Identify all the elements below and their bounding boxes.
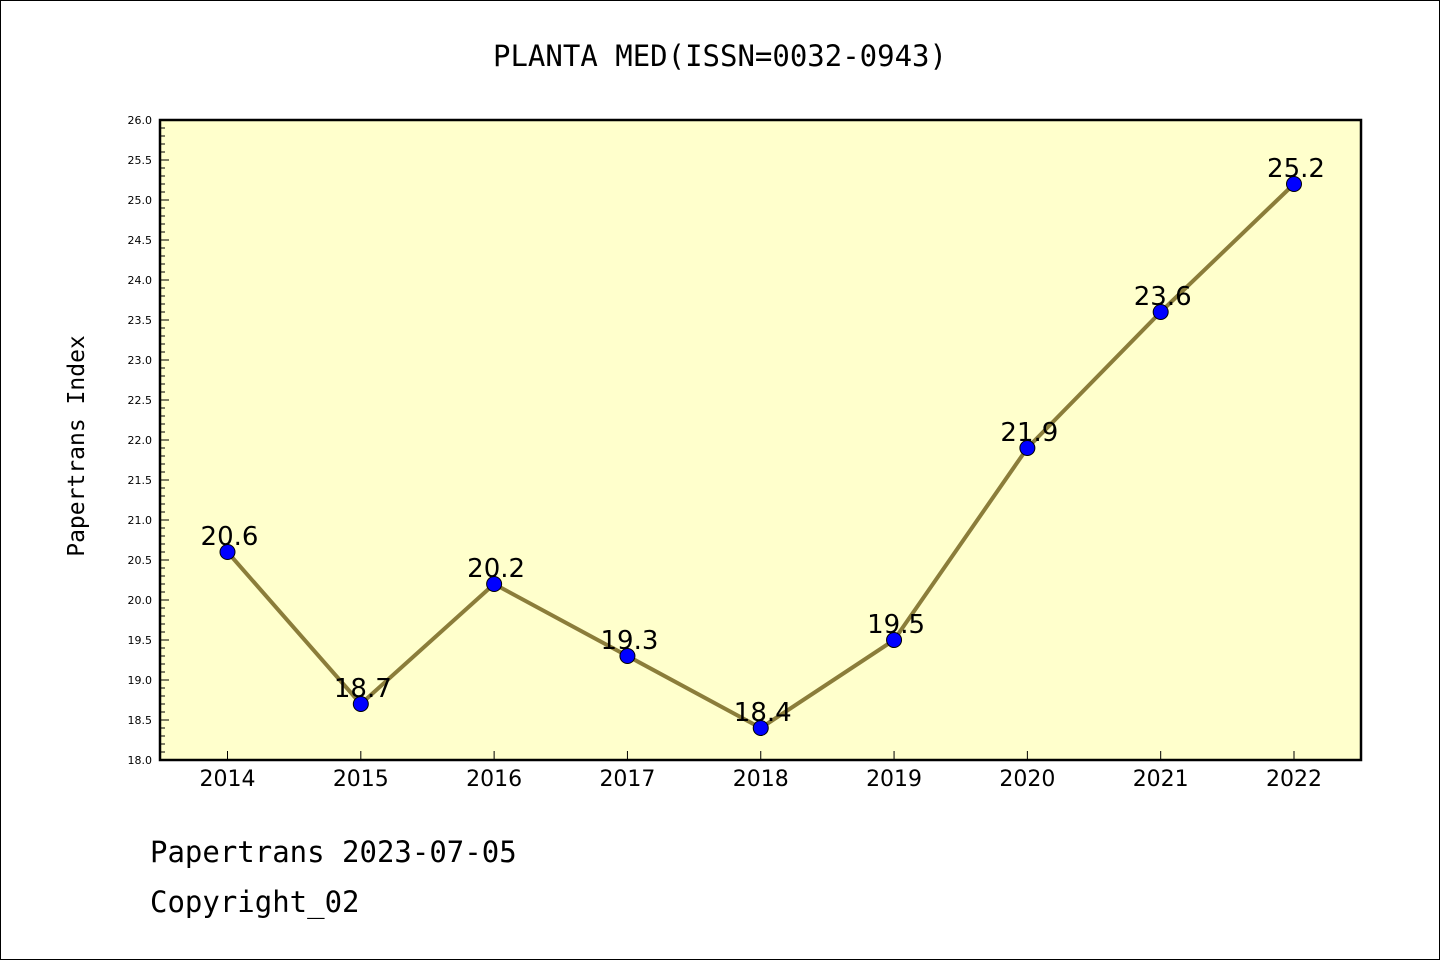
data-label: 18.4: [734, 698, 792, 728]
data-point: [219, 544, 236, 560]
data-label: 19.5: [867, 610, 925, 640]
data-point: [352, 696, 369, 712]
series-line-group: [219, 176, 1302, 736]
y-tick-label: 21.5: [128, 474, 153, 487]
y-tick-label: 21.0: [128, 514, 153, 527]
y-tick-label: 25.5: [128, 154, 153, 167]
footer-copyright: Copyright_02: [150, 885, 360, 919]
y-tick-label: 18.5: [128, 714, 153, 727]
y-tick-label: 22.5: [128, 394, 153, 407]
x-tick-label: 2019: [866, 767, 922, 792]
x-tick-label: 2021: [1133, 767, 1189, 792]
y-tick-label: 24.0: [128, 274, 153, 287]
data-label: 20.6: [201, 522, 259, 552]
x-tick-label: 2015: [333, 767, 389, 792]
y-tick-label: 19.5: [128, 634, 153, 647]
y-tick-label: 24.5: [128, 234, 153, 247]
x-tick-label: 2018: [733, 767, 789, 792]
y-tick-label: 25.0: [128, 194, 153, 207]
y-tick-label: 23.0: [128, 354, 153, 367]
data-point: [752, 720, 769, 736]
data-label: 20.2: [467, 554, 525, 584]
data-label: 25.2: [1267, 154, 1325, 184]
y-axis-ticks: 18.0 18.5 19.0 19.5 20.0 20.5 21.0 21.5 22.0 22.5…: [128, 114, 169, 767]
data-point: [1019, 440, 1036, 456]
data-point: [1152, 304, 1169, 320]
y-tick-label: 20.0: [128, 594, 153, 607]
y-tick-label: 23.5: [128, 314, 153, 327]
data-label: 23.6: [1134, 282, 1192, 312]
data-point: [886, 632, 903, 648]
data-label: 19.3: [600, 626, 658, 656]
chart-title: PLANTA MED(ISSN=0032-0943): [493, 39, 947, 73]
y-tick-label: 19.0: [128, 674, 153, 687]
x-axis-ticks: 2014 2015 2016 2017 2018 2019 2020 2021 2022: [200, 751, 1322, 792]
x-tick-label: 2017: [599, 767, 655, 792]
plot-area: [158, 118, 1363, 762]
x-tick-label: 2016: [466, 767, 522, 792]
data-label: 21.9: [1000, 418, 1058, 448]
data-labels-group: 20.6 18.7 20.2 19.3 18.4 19.5 21.9 23.6 25.2: [201, 154, 1325, 728]
y-tick-label: 26.0: [128, 114, 153, 127]
x-tick-label: 2020: [999, 767, 1055, 792]
x-tick-label: 2022: [1266, 767, 1322, 792]
y-axis-label: Papertrans Index: [64, 335, 90, 557]
data-point: [486, 576, 503, 592]
x-tick-label: 2014: [200, 767, 256, 792]
footer-date: Papertrans 2023-07-05: [150, 835, 517, 869]
y-tick-label: 20.5: [128, 554, 153, 567]
data-point: [619, 648, 636, 664]
data-point: [1286, 176, 1302, 192]
y-tick-label: 22.0: [128, 434, 153, 447]
data-label: 18.7: [334, 674, 392, 704]
y-tick-label: 18.0: [128, 754, 153, 767]
